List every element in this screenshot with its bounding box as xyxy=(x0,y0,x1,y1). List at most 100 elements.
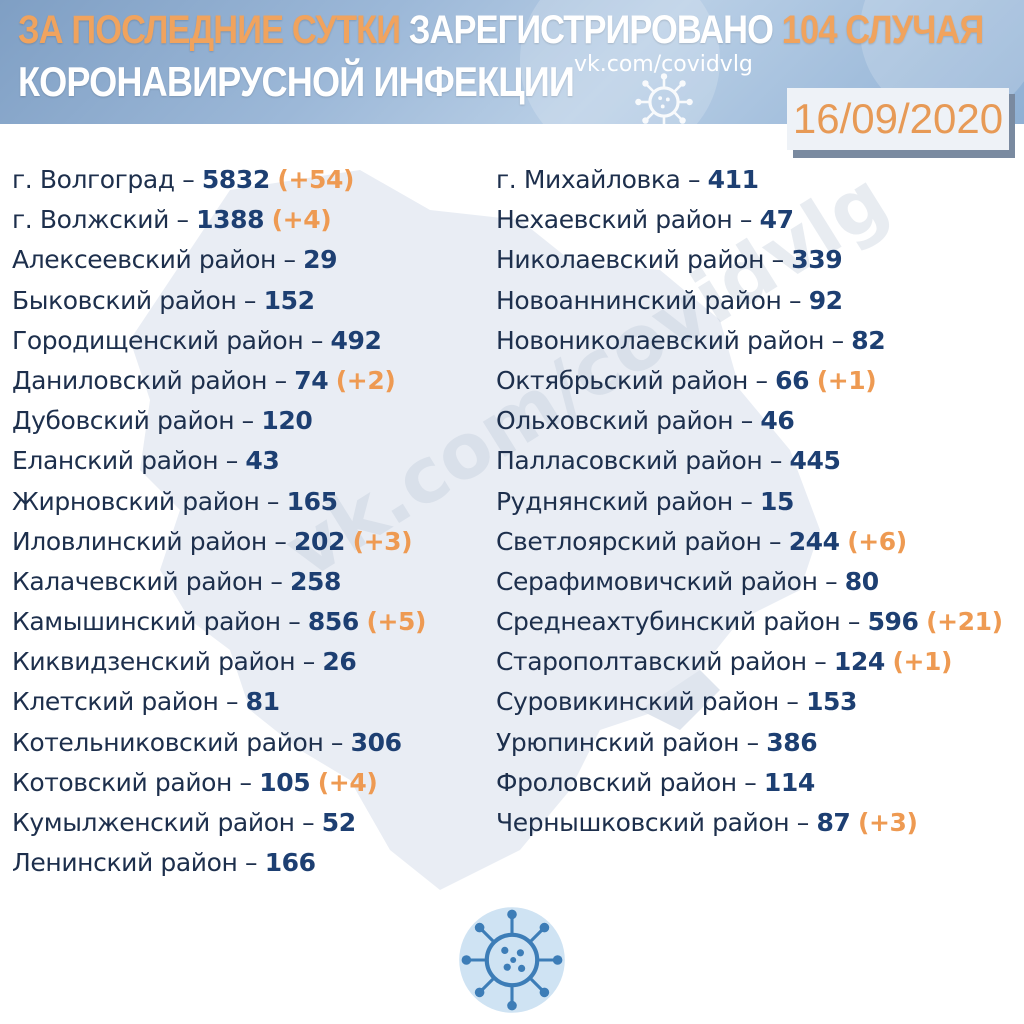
headline-part-3: 104 СЛУЧАЯ xyxy=(781,8,984,52)
district-name: Киквидзенский район – xyxy=(12,647,315,677)
district-row: Иловлинский район – 202 (+3) xyxy=(12,522,426,562)
district-name: г. Волгоград – xyxy=(12,165,195,194)
case-count: 47 xyxy=(759,205,794,235)
case-count: 43 xyxy=(245,446,280,476)
district-row: Октябрьский район – 66 (+1) xyxy=(496,361,1003,401)
district-row: Новониколаевский район – 82 xyxy=(496,321,1003,361)
case-count: 120 xyxy=(261,406,313,436)
district-row: Жирновский район – 165 xyxy=(12,482,426,522)
case-count: 80 xyxy=(844,566,879,596)
daily-increase: (+1) xyxy=(892,647,953,677)
case-count: 87 xyxy=(816,808,851,837)
case-count: 411 xyxy=(707,165,759,194)
district-row: г. Волгоград – 5832 (+54) xyxy=(12,160,426,200)
case-count: 105 xyxy=(259,767,311,797)
district-row: Суровикинский район – 153 xyxy=(496,682,1003,722)
daily-increase: (+1) xyxy=(816,365,877,395)
case-count: 46 xyxy=(760,406,795,436)
district-row: Даниловский район – 74 (+2) xyxy=(12,361,426,401)
case-count: 66 xyxy=(775,365,810,395)
district-row: Городищенский район – 492 xyxy=(12,321,426,361)
district-name: Кумылженский район – xyxy=(12,808,315,837)
district-name: Быковский район – xyxy=(12,285,257,315)
case-count: 5832 xyxy=(201,165,270,194)
case-count: 166 xyxy=(264,848,316,878)
district-row: г. Волжский – 1388 (+4) xyxy=(12,200,426,240)
date-badge: 16/09/2020 xyxy=(787,88,1009,150)
district-row: Дубовский район – 120 xyxy=(12,401,426,441)
daily-increase: (+2) xyxy=(335,365,396,395)
case-count: 152 xyxy=(263,285,315,315)
district-row: Кумылженский район – 52 xyxy=(12,803,426,843)
district-name: Ленинский район – xyxy=(12,848,258,878)
case-count: 124 xyxy=(833,647,885,677)
left-column-list: г. Волгоград – 5832 (+54) г. Волжский – 1… xyxy=(12,160,426,883)
district-row: Старополтавский район – 124 (+1) xyxy=(496,642,1003,682)
district-name: Иловлинский район – xyxy=(12,526,287,556)
district-row: Ленинский район – 166 xyxy=(12,843,426,883)
district-row: Руднянский район – 15 xyxy=(496,482,1003,522)
district-name: Николаевский район – xyxy=(496,245,784,275)
district-name: Фроловский район – xyxy=(496,767,757,797)
headline-part-1: ЗА ПОСЛЕДНИЕ СУТКИ xyxy=(18,8,401,52)
district-row: Урюпинский район – 386 xyxy=(496,723,1003,763)
coronavirus-icon xyxy=(459,907,565,1013)
district-row: Фроловский район – 114 xyxy=(496,763,1003,803)
district-row: Еланский район – 43 xyxy=(12,441,426,481)
case-count: 165 xyxy=(286,486,338,516)
case-count: 445 xyxy=(789,446,841,476)
district-row: г. Михайловка – 411 xyxy=(496,160,1003,200)
district-name: Новониколаевский район – xyxy=(496,325,844,355)
district-row: Среднеахтубинский район – 596 (+21) xyxy=(496,602,1003,642)
district-name: Городищенский район – xyxy=(12,325,323,355)
daily-increase: (+4) xyxy=(271,205,332,235)
vk-link-label: vk.com/covidvlg xyxy=(574,52,753,77)
district-row: Чернышковский район – 87 (+3) xyxy=(496,803,1003,843)
district-row: Алексеевский район – 29 xyxy=(12,240,426,280)
district-name: Алексеевский район – xyxy=(12,245,296,275)
district-name: Среднеахтубинский район – xyxy=(496,607,861,637)
daily-increase: (+4) xyxy=(317,767,378,797)
district-row: Котовский район – 105 (+4) xyxy=(12,763,426,803)
district-name: Урюпинский район – xyxy=(496,727,759,757)
district-name: г. Волжский – xyxy=(12,205,189,235)
case-count: 29 xyxy=(303,245,338,275)
district-name: Ольховский район – xyxy=(496,406,753,436)
district-name: Новоаннинский район – xyxy=(496,285,802,315)
district-name: Суровикинский район – xyxy=(496,687,799,717)
district-row: Быковский район – 152 xyxy=(12,281,426,321)
headline-line-2: КОРОНАВИРУСНОЙ ИНФЕКЦИИ xyxy=(18,58,575,105)
case-count: 596 xyxy=(867,607,919,637)
case-count: 82 xyxy=(851,325,886,355)
case-count: 492 xyxy=(330,325,382,355)
district-row: Киквидзенский район – 26 xyxy=(12,642,426,682)
case-count: 92 xyxy=(808,285,843,315)
case-count: 74 xyxy=(294,365,329,395)
virus-icon xyxy=(635,73,693,124)
district-row: Камышинский район – 856 (+5) xyxy=(12,602,426,642)
case-count: 856 xyxy=(307,607,359,637)
right-column-list: г. Михайловка – 411 Нехаевский район – 47… xyxy=(496,160,1003,843)
case-count: 258 xyxy=(290,566,342,596)
case-count: 52 xyxy=(321,808,356,837)
district-row: Светлоярский район – 244 (+6) xyxy=(496,522,1003,562)
header-banner: ЗА ПОСЛЕДНИЕ СУТКИ ЗАРЕГИСТРИРОВАНО 104 … xyxy=(0,0,1024,124)
headline-line-1: ЗА ПОСЛЕДНИЕ СУТКИ ЗАРЕГИСТРИРОВАНО 104 … xyxy=(18,8,984,53)
case-count: 202 xyxy=(294,526,346,556)
district-name: Еланский район – xyxy=(12,446,238,476)
district-name: Камышинский район – xyxy=(12,607,301,637)
district-name: Котовский район – xyxy=(12,767,252,797)
daily-increase: (+3) xyxy=(857,808,918,837)
district-row: Николаевский район – 339 xyxy=(496,240,1003,280)
district-row: Новоаннинский район – 92 xyxy=(496,281,1003,321)
district-row: Клетский район – 81 xyxy=(12,682,426,722)
district-row: Нехаевский район – 47 xyxy=(496,200,1003,240)
district-name: Дубовский район – xyxy=(12,406,254,436)
district-row: Котельниковский район – 306 xyxy=(12,723,426,763)
headline-part-2: ЗАРЕГИСТРИРОВАНО xyxy=(408,8,774,52)
daily-increase: (+21) xyxy=(926,607,1003,637)
daily-increase: (+3) xyxy=(352,526,413,556)
case-count: 153 xyxy=(806,687,858,717)
district-name: Октябрьский район – xyxy=(496,365,768,395)
district-name: Светлоярский район – xyxy=(496,526,782,556)
